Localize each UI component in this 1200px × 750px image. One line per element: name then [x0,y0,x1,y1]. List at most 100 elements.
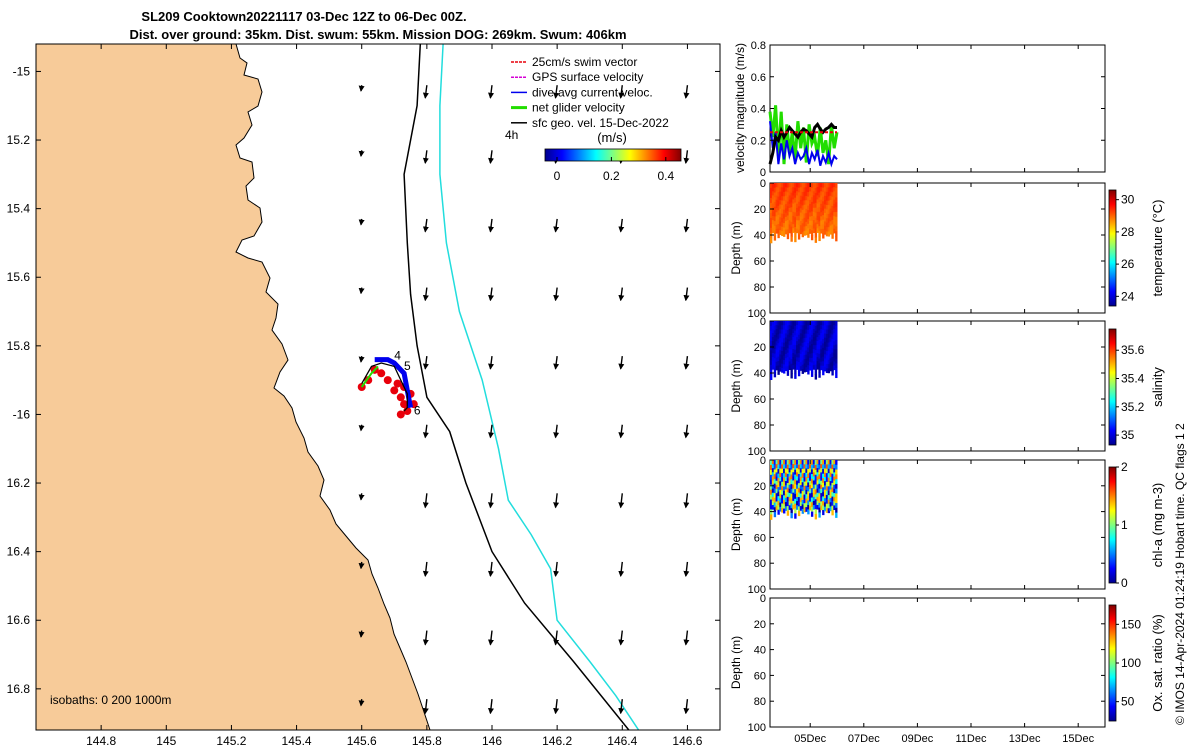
profile-cell [814,369,818,375]
profile-cell [801,183,804,188]
current-arrow [683,630,690,646]
profile-cell [812,357,816,362]
velocity-y-tick-label: 0.6 [751,72,766,84]
profile-cell [790,488,793,495]
profile-cell [775,484,778,490]
profile-cell [809,224,812,230]
profile-cell [820,349,823,354]
date-tick-label: 15Dec [1062,733,1094,745]
profile-cell [771,476,775,481]
profile-cell [805,367,808,372]
profile-cell [825,359,829,365]
profile-cell [796,207,799,213]
profile-cell [803,350,806,356]
profile-colorbar-tick-label: 35.2 [1121,400,1145,414]
profile-cell [770,489,773,496]
profile-cell [816,357,819,362]
profile-cell [833,480,836,486]
profile-cell [823,464,827,469]
current-arrow [683,561,690,578]
profile-cell [779,498,782,504]
profile-colorbar-tick-label: 26 [1121,257,1135,271]
profile-colorbar-label: Ox. sat. ratio (%) [1150,614,1165,712]
profile-cell [812,333,816,338]
isobath-label: isobaths: 0 200 1000m [50,693,171,707]
profile-cell [810,474,814,480]
profile-cell [810,371,814,377]
profile-cell [788,212,791,217]
map-y-ticks: -15 15.2 15.4 15.6 15.8 -16 16.2 16.4 16.6 16.8 [7,64,720,696]
profile-cell [814,232,818,238]
profile-y-tick-label: 40 [754,368,766,380]
profile-cell [803,472,806,478]
profile-y-tick-label: 100 [748,308,766,320]
profile-colorbar-label: chl-a (mg m-3) [1150,483,1165,568]
profile-cell [805,321,808,326]
profile-cell [829,350,832,355]
profile-cell [825,473,829,478]
profile-cell [805,477,808,482]
profile-cell [779,195,782,201]
profile-cell [799,464,803,469]
profile-cell [794,503,797,510]
profile-cell [784,506,788,511]
colorbar-tick-label: 0.2 [603,169,620,183]
profile-cell [771,349,775,354]
profile-cell [790,498,793,504]
profile-cell [818,321,821,327]
profile-cell [773,325,777,331]
profile-cell [779,502,782,508]
profile-cell [794,364,797,370]
profile-cell [827,218,831,224]
profile-cell [771,203,775,209]
profile-cell [833,357,836,363]
profile-cell [797,371,801,377]
profile-cell [829,212,832,218]
profile-cell [823,460,827,465]
profile-cell [822,478,825,484]
swim-vector-marker [390,386,399,395]
profile-cell [797,469,801,475]
profile-cell [827,351,831,356]
profile-cell [807,369,810,375]
velocity-ylabel: velocity magnitude (m/s) [733,43,747,173]
profile-cell [786,483,790,489]
colorbar-tick-label: 0 [554,169,561,183]
profile-cell [775,345,778,351]
profile-cell [812,329,816,334]
profile-cell [820,183,823,188]
profile-cell [833,341,836,346]
current-arrow [553,561,560,578]
profile-cell [779,183,782,188]
profile-cell [812,187,816,192]
profile-cell [792,345,795,350]
profile-cell [818,325,821,331]
profile-cell [803,359,806,364]
profile-cell [805,464,808,470]
profile-cell [779,367,782,372]
profile-cell [814,187,818,194]
profile-cell [794,330,797,336]
profile-cell [770,499,773,506]
dive-avg-current-track [374,357,414,409]
profile-cell [814,489,818,495]
profile-cell [773,367,777,373]
profile-cell [810,225,814,231]
profile-cell [775,353,778,359]
profile-cell [783,495,786,501]
profile-cell [831,361,834,367]
profile-cell [783,477,786,483]
profile-y-tick-label: 40 [754,230,766,242]
profile-cell [783,196,786,202]
profile-cell [801,232,804,238]
map-x-tick-label: 145.2 [216,734,246,748]
profile-cell [812,337,816,342]
profile-cell [801,223,804,229]
profile-y-tick-label: 80 [754,420,766,432]
current-arrow [358,699,365,707]
profile-cell [770,183,773,189]
profile-cell [825,346,829,352]
profile-cell [796,501,799,506]
profile-cell [816,187,819,192]
profile-cell [820,464,823,469]
